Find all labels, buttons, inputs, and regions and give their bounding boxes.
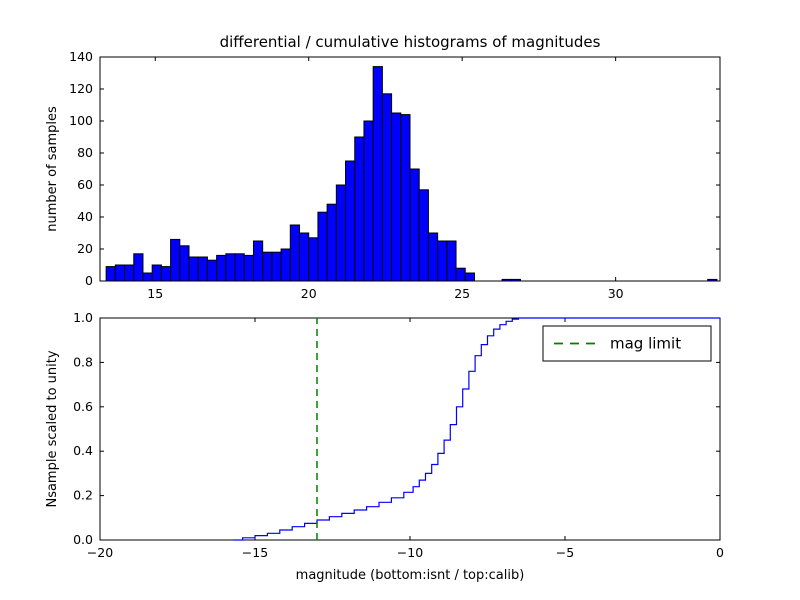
histogram-bar	[151, 264, 162, 282]
histogram-bar	[510, 278, 521, 282]
histogram-bar	[271, 251, 282, 282]
y-tick-label: 40	[77, 209, 93, 224]
histogram-bar	[326, 203, 337, 282]
histogram-bar	[501, 278, 512, 282]
histogram-bar	[197, 256, 208, 282]
x-tick-label: 15	[147, 286, 163, 301]
legend: mag limit	[542, 325, 712, 362]
histogram-bar	[142, 272, 153, 282]
y-tick-label: 60	[77, 177, 93, 192]
histogram-bar	[455, 267, 466, 282]
histogram-bar	[437, 240, 448, 282]
histogram-bar	[105, 266, 116, 282]
y-tick-label: 0	[85, 273, 93, 288]
x-tick-label: −10	[397, 545, 423, 560]
y-tick-label: 100	[69, 113, 93, 128]
histogram-bar	[114, 264, 126, 282]
histogram-bar	[124, 264, 135, 282]
x-tick-label: −20	[87, 545, 113, 560]
x-tick-label: 30	[608, 286, 624, 301]
histogram-bar	[299, 232, 310, 282]
histogram-bar	[446, 240, 457, 282]
x-axis-label: magnitude (bottom:isnt / top:calib)	[296, 568, 525, 583]
x-tick-label: −15	[242, 545, 268, 560]
y-tick-label: 0.8	[73, 354, 93, 369]
histogram-bar	[372, 66, 383, 282]
histogram-bar	[317, 211, 328, 282]
y-tick-label: 0.4	[73, 443, 93, 458]
histogram-bar	[381, 93, 393, 282]
histogram-bar	[308, 237, 319, 282]
cumulative-curve	[233, 317, 720, 541]
x-tick-label: 20	[301, 286, 317, 301]
histogram-bar	[289, 224, 301, 282]
histogram-bar	[216, 254, 227, 282]
histogram-bar	[170, 238, 181, 282]
histogram-bar	[391, 112, 402, 282]
y-tick-label: 0.2	[73, 488, 93, 503]
histogram-bar	[464, 272, 475, 282]
histogram-bar	[345, 160, 356, 282]
y-tick-label: 140	[69, 49, 93, 64]
y-axis-label: Nsample scaled to unity	[45, 350, 60, 507]
histogram-bar	[179, 245, 190, 282]
histogram-bar	[234, 253, 245, 282]
histogram-bar	[335, 184, 347, 282]
histogram-bar	[418, 189, 429, 282]
histogram-bar	[427, 232, 439, 282]
y-tick-label: 20	[77, 241, 93, 256]
x-tick-label: −5	[556, 545, 574, 560]
histogram-bar	[188, 256, 199, 282]
y-axis-label: number of samples	[45, 106, 60, 232]
chart-title: differential / cumulative histograms of …	[220, 33, 601, 51]
y-tick-label: 0.0	[73, 532, 93, 547]
histogram-bar	[243, 254, 254, 282]
histogram-bars	[105, 66, 718, 282]
y-tick-label: 120	[69, 81, 93, 96]
legend-label: mag limit	[610, 335, 681, 353]
histogram-bar	[252, 240, 264, 282]
x-tick-label: 0	[716, 545, 724, 560]
y-tick-label: 80	[77, 145, 93, 160]
histogram-bar	[206, 259, 218, 282]
histogram-bar	[225, 253, 236, 282]
y-tick-label: 0.6	[73, 399, 93, 414]
x-tick-label: 25	[454, 286, 470, 301]
histogram-bar	[409, 168, 420, 282]
histogram-bar	[280, 248, 291, 282]
histogram-bar	[707, 278, 718, 282]
histogram-bar	[262, 251, 273, 282]
axes-top: 15 20 25 30 0 20 40 60 80 100 120 140 number of samp…	[45, 33, 721, 301]
histogram-bar	[354, 136, 365, 282]
axes-bottom: −20 −15 −10 −5 0 0.0 0.2 0.4 0.6 0.8 1.0 Nsample sc…	[45, 310, 724, 583]
y-tick-label: 1.0	[73, 310, 93, 325]
histogram-bar	[363, 120, 374, 282]
axes-frame	[99, 317, 721, 541]
histogram-bar	[133, 253, 144, 282]
histogram-bar	[160, 266, 172, 282]
histogram-bar	[400, 114, 411, 282]
